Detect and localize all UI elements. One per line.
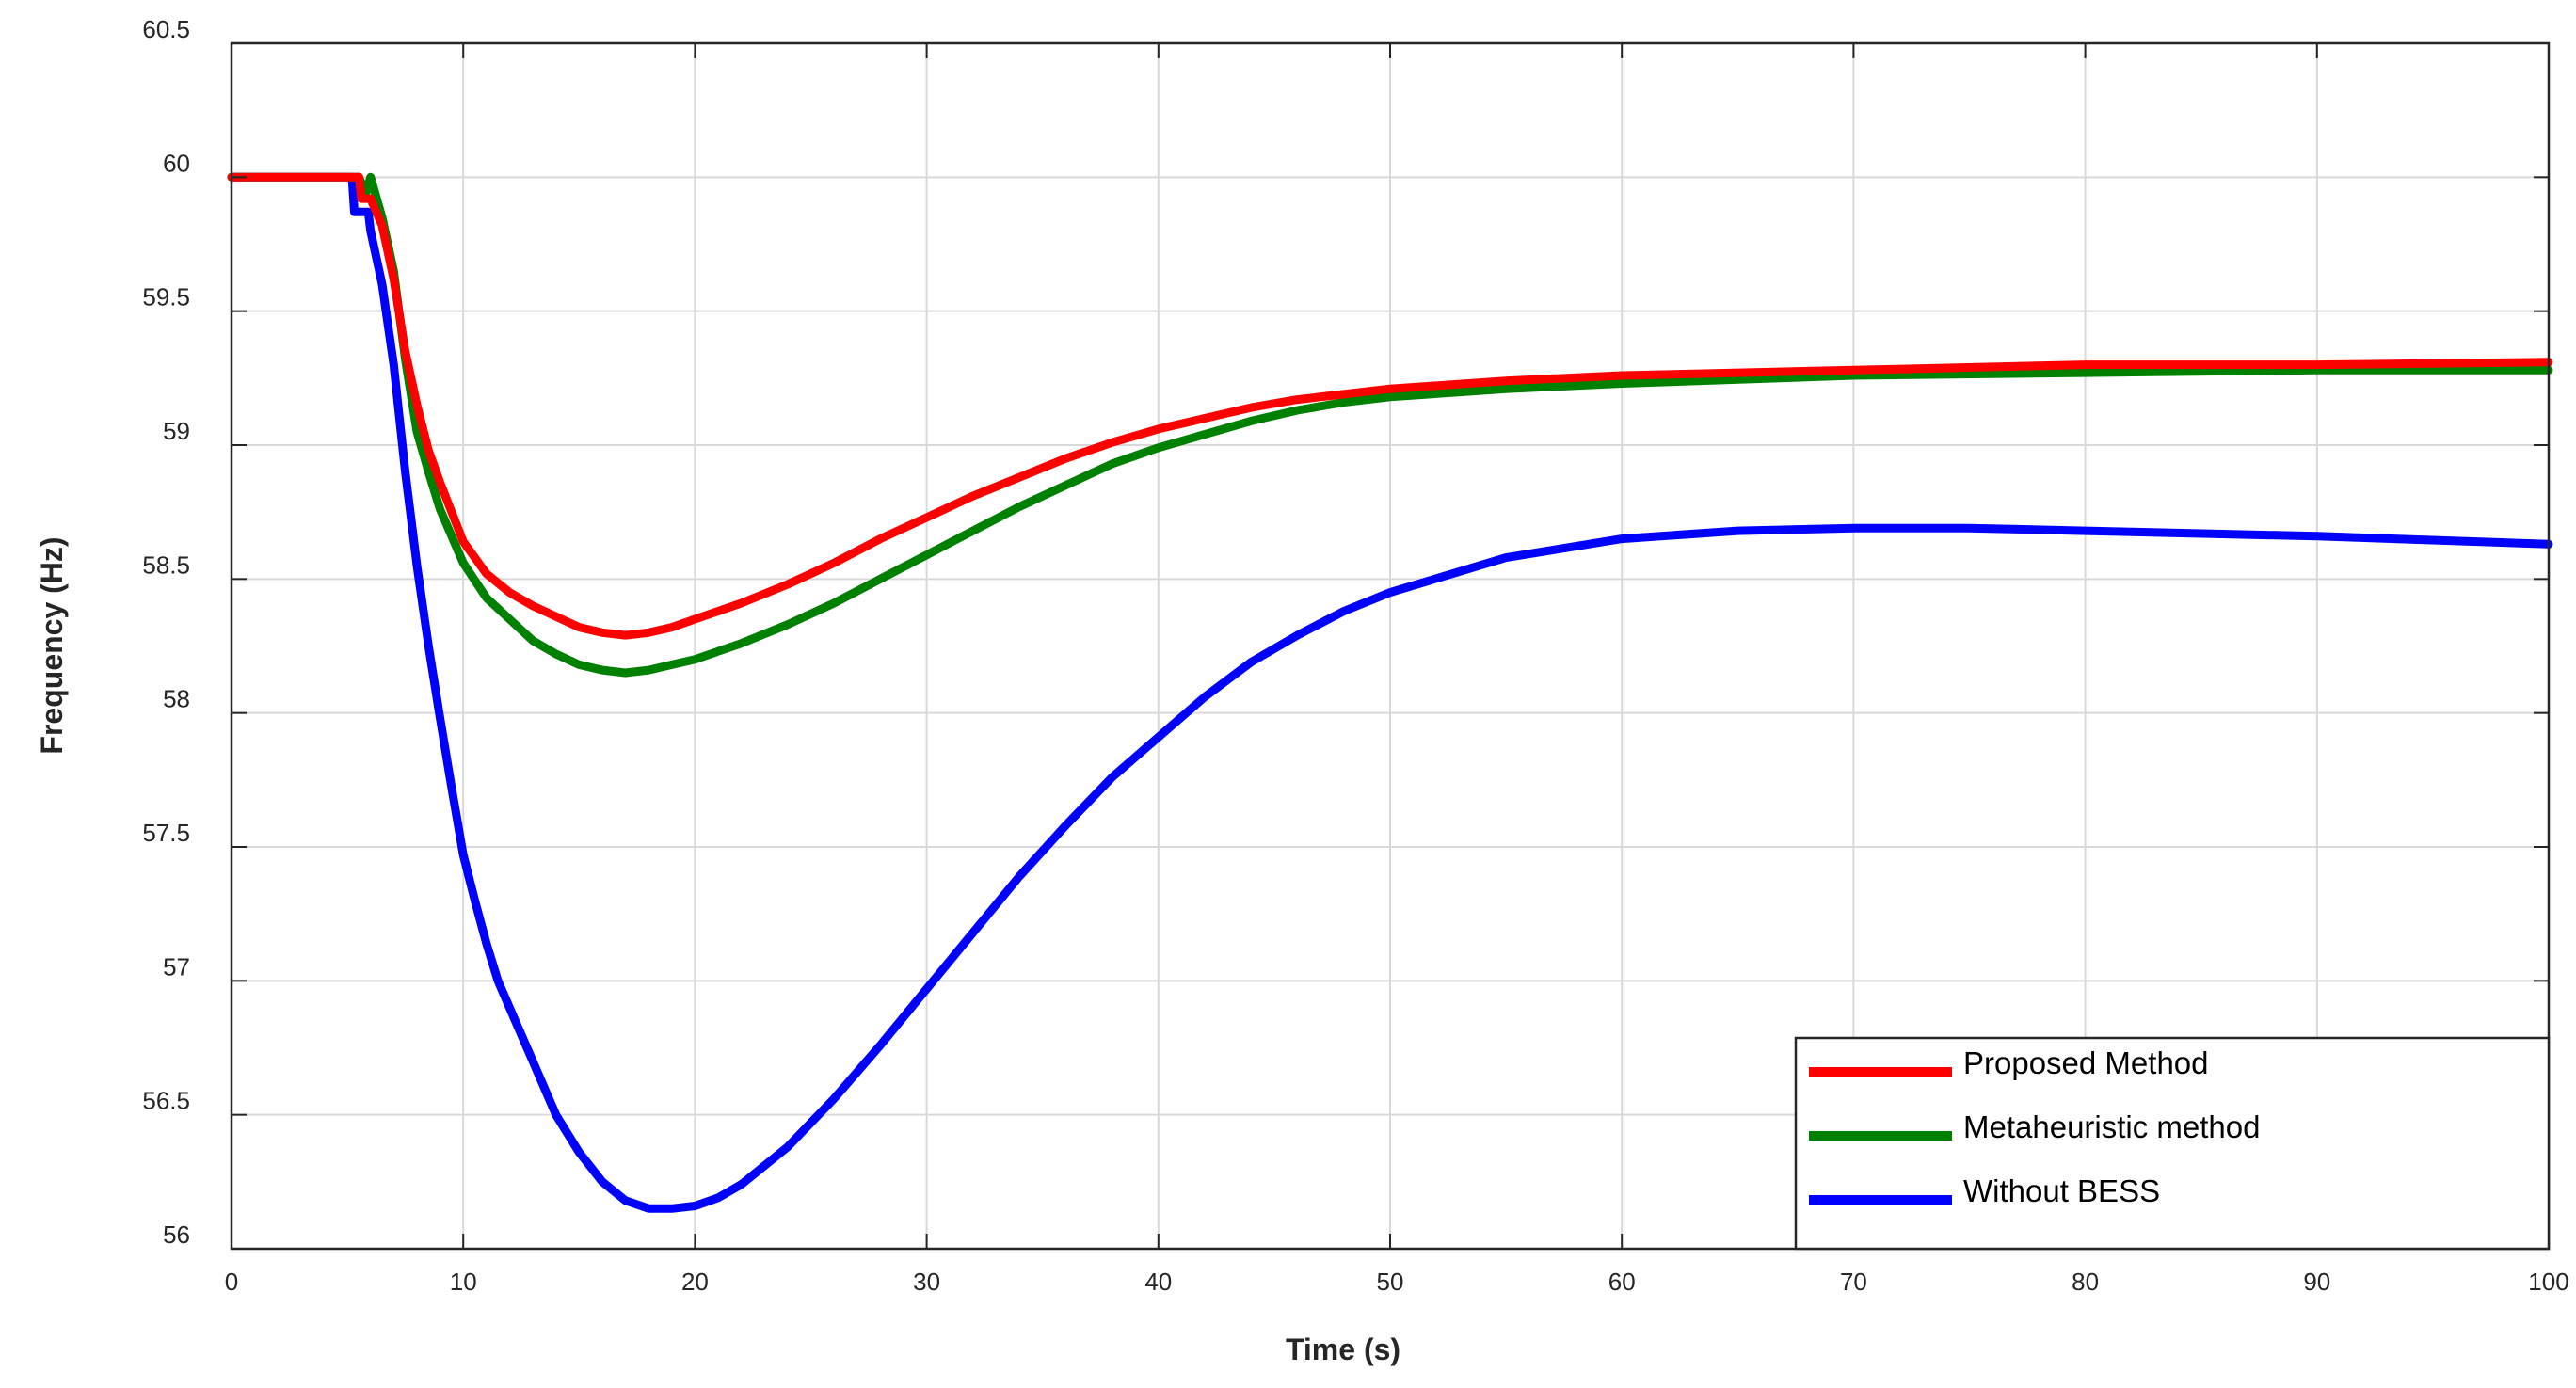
x-tick-label: 100 [2528, 1268, 2568, 1296]
legend-label-1: Metaheuristic method [1963, 1109, 2260, 1144]
series-line-0 [227, 172, 2553, 640]
x-axis-title: Time (s) [1286, 1332, 1400, 1366]
legend-label-2: Without BESS [1963, 1173, 2160, 1208]
y-tick-label: 58 [163, 685, 190, 713]
y-tick-label: 59.5 [142, 283, 190, 311]
y-tick-label: 59 [163, 417, 190, 445]
y-tick-label: 57.5 [142, 819, 190, 847]
y-tick-label: 58.5 [142, 550, 190, 579]
y-tick-label: 60 [163, 149, 190, 177]
x-tick-label: 90 [2303, 1268, 2330, 1296]
x-tick-label: 10 [450, 1268, 477, 1296]
series-line-1 [227, 172, 2553, 678]
x-tick-label: 80 [2072, 1268, 2099, 1296]
series-line-2 [227, 172, 2553, 1213]
x-tick-label: 50 [1377, 1268, 1404, 1296]
x-tick-label: 40 [1144, 1268, 1172, 1296]
x-tick-label: 20 [681, 1268, 709, 1296]
y-tick-label: 56 [163, 1220, 190, 1249]
y-tick-label: 60.5 [142, 15, 190, 43]
series-lines [227, 172, 2553, 1213]
legend: Proposed Method Metaheuristic method Witho… [1794, 1036, 2551, 1251]
x-tick-label: 70 [1840, 1268, 1867, 1296]
x-axis-ticks: 0 10 20 30 40 50 60 70 80 90 100 [225, 43, 2569, 1296]
x-tick-label: 60 [1608, 1268, 1636, 1296]
x-tick-label: 30 [913, 1268, 940, 1296]
x-tick-label: 0 [225, 1268, 238, 1296]
y-tick-label: 56.5 [142, 1087, 190, 1115]
y-tick-label: 57 [163, 952, 190, 981]
legend-label-0: Proposed Method [1963, 1045, 2209, 1080]
y-axis-ticks: 56 56.5 57 57.5 58 58.5 59 59.5 60 60.5 [142, 15, 2549, 1250]
y-axis-title: Frequency (Hz) [35, 536, 69, 754]
